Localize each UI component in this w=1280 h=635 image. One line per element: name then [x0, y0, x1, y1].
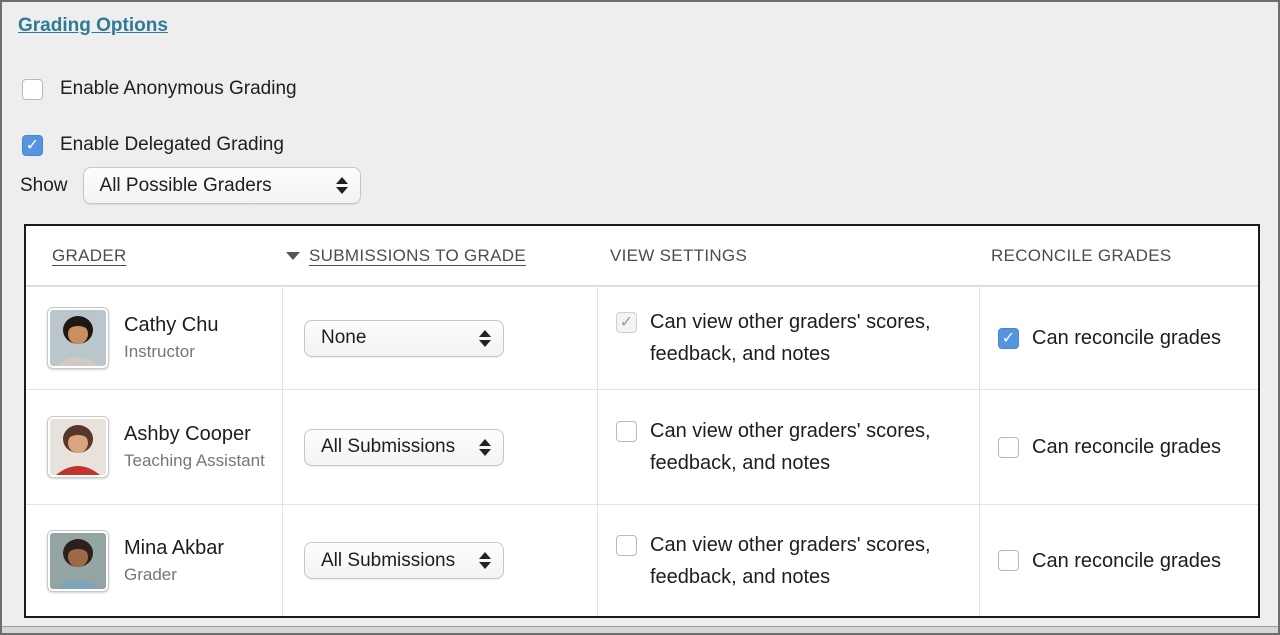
delegated-grading-checkbox[interactable]: [22, 134, 43, 156]
grading-options-link[interactable]: Grading Options: [18, 15, 168, 36]
updown-arrows-icon: [479, 329, 491, 347]
anonymous-grading-option: Enable Anonymous Grading: [22, 78, 1278, 100]
grader-role: Grader: [124, 564, 177, 584]
header-grader[interactable]: GRADER: [52, 245, 127, 265]
submissions-select[interactable]: All Submissions: [304, 428, 504, 466]
submissions-select-value: All Submissions: [321, 436, 456, 457]
updown-arrows-icon: [335, 177, 348, 194]
grader-name: Mina Akbar: [124, 536, 225, 559]
can-reconcile-checkbox[interactable]: [998, 327, 1019, 349]
header-submissions-to-grade[interactable]: SUBMISSIONS TO GRADE: [309, 245, 526, 265]
can-reconcile-checkbox[interactable]: [998, 436, 1019, 458]
show-filter-row: Show All Possible Graders: [20, 167, 1278, 204]
table-header: GRADER SUBMISSIONS TO GRADE VIEW SETTING…: [26, 226, 1258, 286]
can-view-label: Can view other graders' scores, feedback,…: [650, 420, 931, 474]
show-label: Show: [20, 174, 68, 196]
grader-role: Instructor: [124, 342, 195, 361]
submissions-select-value: None: [321, 327, 367, 348]
submissions-select[interactable]: None: [304, 319, 504, 357]
updown-arrows-icon: [479, 552, 491, 569]
table-row: Mina Akbar Grader All Submissions Can vi…: [26, 504, 1258, 616]
header-view-settings: VIEW SETTINGS: [610, 245, 748, 265]
can-reconcile-label: Can reconcile grades: [1032, 549, 1221, 572]
grader-name: Cathy Chu: [124, 314, 219, 336]
delegated-grading-label: Enable Delegated Grading: [60, 134, 284, 155]
page-bottom-edge: [2, 626, 1278, 633]
avatar: [47, 416, 109, 478]
can-view-checkbox[interactable]: [616, 534, 637, 556]
anonymous-grading-checkbox[interactable]: [22, 78, 43, 100]
sort-desc-icon: [286, 251, 300, 260]
can-view-checkbox[interactable]: [616, 312, 637, 333]
updown-arrows-icon: [479, 438, 491, 456]
submissions-select[interactable]: All Submissions: [304, 542, 504, 579]
can-reconcile-label: Can reconcile grades: [1032, 327, 1221, 349]
avatar: [47, 529, 109, 592]
table-row: Cathy Chu Instructor None Can view other…: [26, 286, 1258, 389]
show-graders-select[interactable]: All Possible Graders: [82, 167, 361, 204]
table-row: Ashby Cooper Teaching Assistant All Subm…: [26, 389, 1258, 504]
avatar: [47, 307, 109, 369]
show-graders-select-value: All Possible Graders: [99, 174, 272, 196]
can-reconcile-label: Can reconcile grades: [1032, 436, 1221, 458]
grader-name: Ashby Cooper: [124, 423, 251, 445]
graders-table: GRADER SUBMISSIONS TO GRADE VIEW SETTING…: [24, 224, 1260, 618]
can-view-label: Can view other graders' scores, feedback,…: [650, 311, 931, 365]
grader-role: Teaching Assistant: [124, 451, 265, 470]
anonymous-grading-label: Enable Anonymous Grading: [60, 78, 297, 99]
submissions-select-value: All Submissions: [321, 549, 456, 571]
can-view-checkbox[interactable]: [616, 421, 637, 442]
delegated-grading-option: Enable Delegated Grading: [22, 134, 1278, 156]
header-reconcile-grades: RECONCILE GRADES: [991, 245, 1172, 265]
can-view-label: Can view other graders' scores, feedback,…: [650, 533, 931, 588]
can-reconcile-checkbox[interactable]: [998, 550, 1019, 571]
